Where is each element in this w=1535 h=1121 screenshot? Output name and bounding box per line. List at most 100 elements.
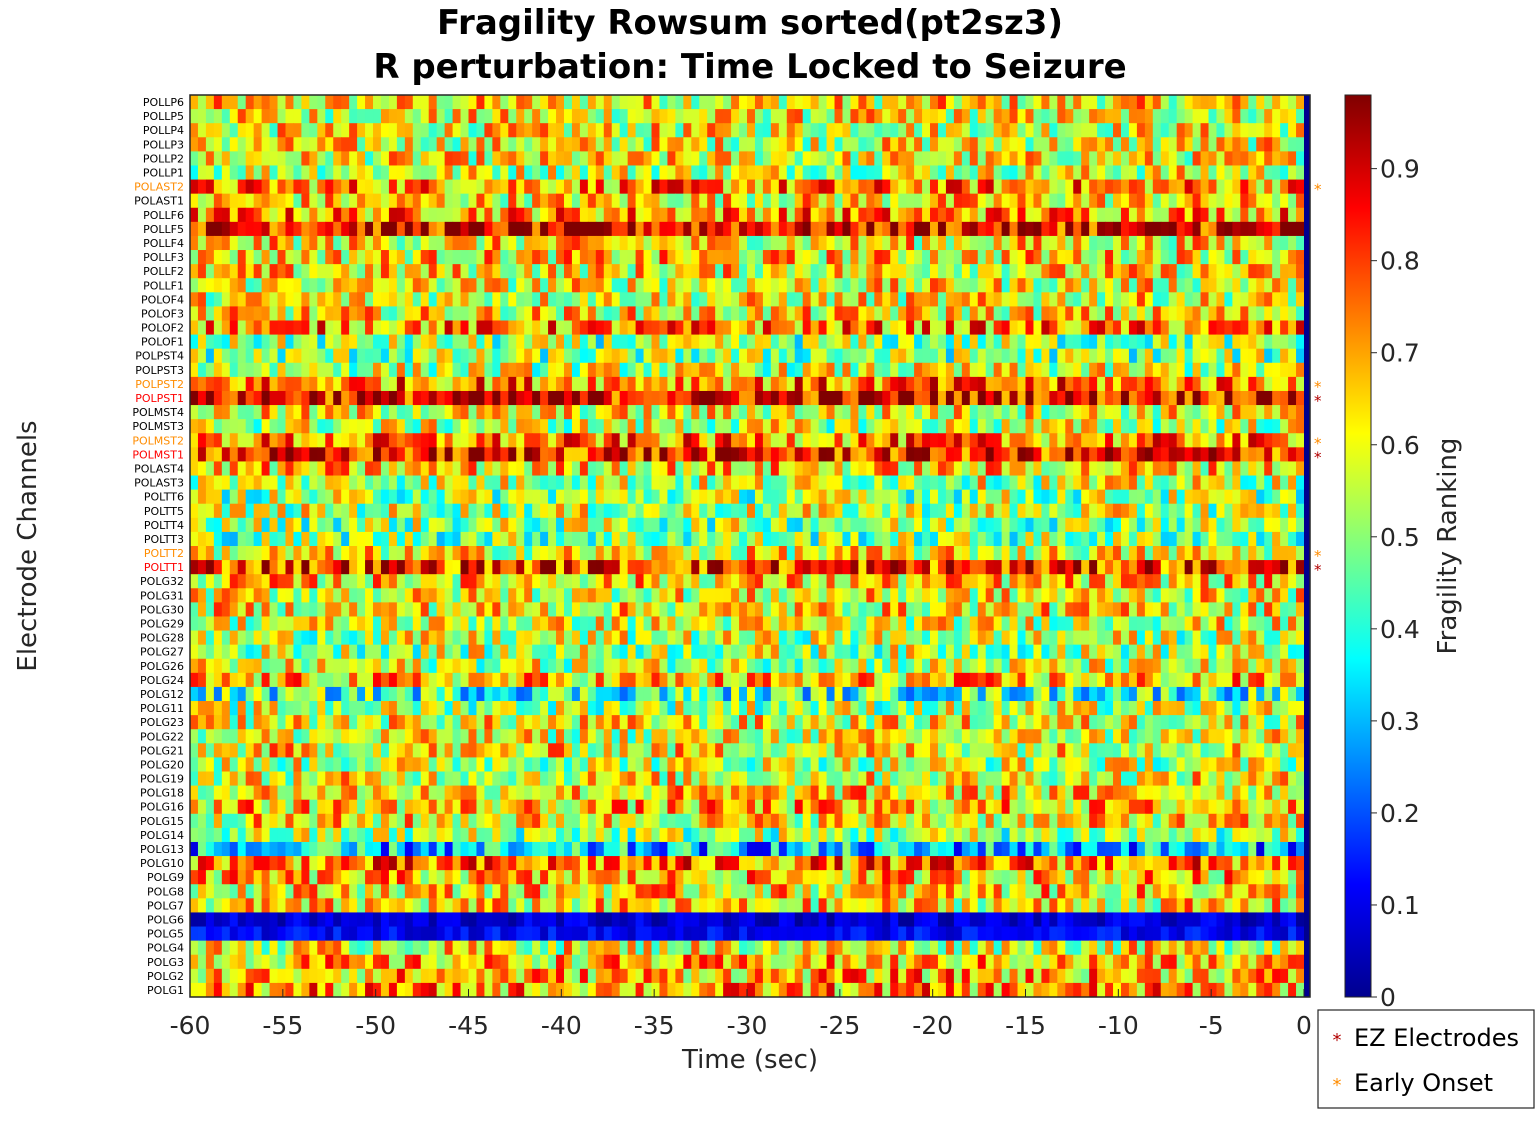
heatmap-cell	[524, 531, 533, 547]
heatmap-cell	[229, 531, 239, 547]
heatmap-cell	[1176, 165, 1186, 181]
heatmap-cell	[1232, 95, 1241, 110]
heatmap-cell	[333, 250, 342, 265]
heatmap-cell	[818, 123, 828, 138]
heatmap-cell	[1160, 517, 1170, 533]
heatmap-cell	[396, 517, 406, 533]
heatmap-cell	[468, 278, 478, 293]
heatmap-cell	[635, 588, 645, 603]
heatmap-cell	[1192, 574, 1202, 589]
heatmap-cell	[1025, 320, 1035, 336]
heatmap-cell	[770, 235, 780, 251]
heatmap-cell	[794, 390, 804, 406]
heatmap-cell	[914, 390, 923, 406]
heatmap-cell	[365, 109, 374, 124]
heatmap-cell	[1184, 179, 1194, 195]
heatmap-cell	[1168, 376, 1178, 392]
heatmap-cell	[452, 447, 462, 462]
heatmap-cell	[365, 348, 374, 364]
heatmap-cell	[794, 109, 804, 124]
heatmap-cell	[548, 306, 557, 321]
heatmap-cell	[675, 151, 684, 166]
heatmap-cell	[571, 109, 581, 124]
heatmap-cell	[1120, 362, 1130, 378]
heatmap-cell	[922, 419, 931, 434]
heatmap-cell	[468, 461, 478, 477]
heatmap-cell	[1176, 461, 1186, 477]
heatmap-cell	[906, 95, 915, 110]
heatmap-cell	[874, 560, 883, 575]
heatmap-cell	[1224, 95, 1233, 110]
heatmap-cell	[890, 419, 899, 434]
heatmap-cell	[563, 489, 573, 505]
heatmap-cell	[1224, 531, 1233, 547]
heatmap-cell	[309, 235, 318, 251]
heatmap-cell	[874, 334, 883, 350]
heatmap-cell	[285, 123, 295, 138]
heatmap-cell	[882, 433, 891, 448]
heatmap-cell	[452, 193, 462, 209]
heatmap-cell	[1113, 179, 1122, 195]
heatmap-cell	[563, 517, 573, 533]
heatmap-cell	[739, 588, 748, 603]
heatmap-cell	[1033, 503, 1043, 519]
heatmap-cell	[1017, 447, 1027, 462]
heatmap-cell	[1057, 151, 1066, 166]
heatmap-cell	[1296, 517, 1305, 533]
heatmap-cell	[476, 475, 486, 491]
heatmap-cell	[556, 334, 565, 350]
heatmap-cell	[858, 560, 867, 575]
heatmap-cell	[468, 362, 478, 378]
heatmap-cell	[333, 165, 342, 181]
heatmap-cell	[691, 264, 700, 279]
heatmap-cell	[914, 109, 923, 124]
heatmap-cell	[1248, 137, 1257, 152]
heatmap-cell	[1144, 278, 1154, 293]
heatmap-cell	[1113, 165, 1122, 181]
heatmap-cell	[213, 179, 223, 195]
heatmap-cell	[492, 390, 501, 406]
heatmap-cell	[484, 503, 493, 519]
heatmap-cell	[444, 306, 454, 321]
heatmap-cell	[1248, 419, 1257, 434]
heatmap-cell	[1017, 320, 1027, 336]
heatmap-cell	[476, 235, 486, 251]
heatmap-cell	[1144, 574, 1154, 589]
heatmap-cell	[723, 95, 732, 110]
heatmap-cell	[937, 109, 947, 124]
heatmap-cell	[739, 292, 748, 307]
heatmap-cell	[373, 109, 382, 124]
heatmap-cell	[341, 235, 350, 251]
heatmap-cell	[1264, 405, 1273, 420]
heatmap-cell	[1160, 235, 1170, 251]
heatmap-cell	[603, 503, 613, 519]
heatmap-cell	[1128, 207, 1138, 223]
heatmap-cell	[1288, 179, 1297, 195]
heatmap-cell	[1001, 95, 1011, 110]
heatmap-cell	[428, 574, 438, 589]
heatmap-cell	[253, 517, 263, 533]
heatmap-cell	[914, 517, 923, 533]
heatmap-cell	[930, 517, 939, 533]
heatmap-cell	[563, 419, 573, 434]
heatmap-cell	[794, 376, 804, 392]
heatmap-cell	[731, 461, 740, 477]
heatmap-cell	[595, 503, 605, 519]
heatmap-cell	[858, 123, 867, 138]
heatmap-cell	[762, 109, 772, 124]
heatmap-cell	[253, 461, 263, 477]
heatmap-cell	[802, 348, 812, 364]
heatmap-cell	[563, 221, 573, 237]
heatmap-cell	[898, 123, 907, 138]
heatmap-cell	[293, 235, 302, 251]
heatmap-cell	[1152, 574, 1162, 589]
heatmap-cell	[269, 207, 279, 223]
heatmap-cell	[245, 193, 255, 209]
heatmap-cell	[723, 334, 732, 350]
heatmap-cell	[1224, 137, 1233, 152]
heatmap-cell	[1025, 503, 1035, 519]
heatmap-cell	[221, 109, 231, 124]
heatmap-cell	[563, 588, 573, 603]
heatmap-cell	[731, 95, 740, 110]
heatmap-cell	[277, 221, 287, 237]
